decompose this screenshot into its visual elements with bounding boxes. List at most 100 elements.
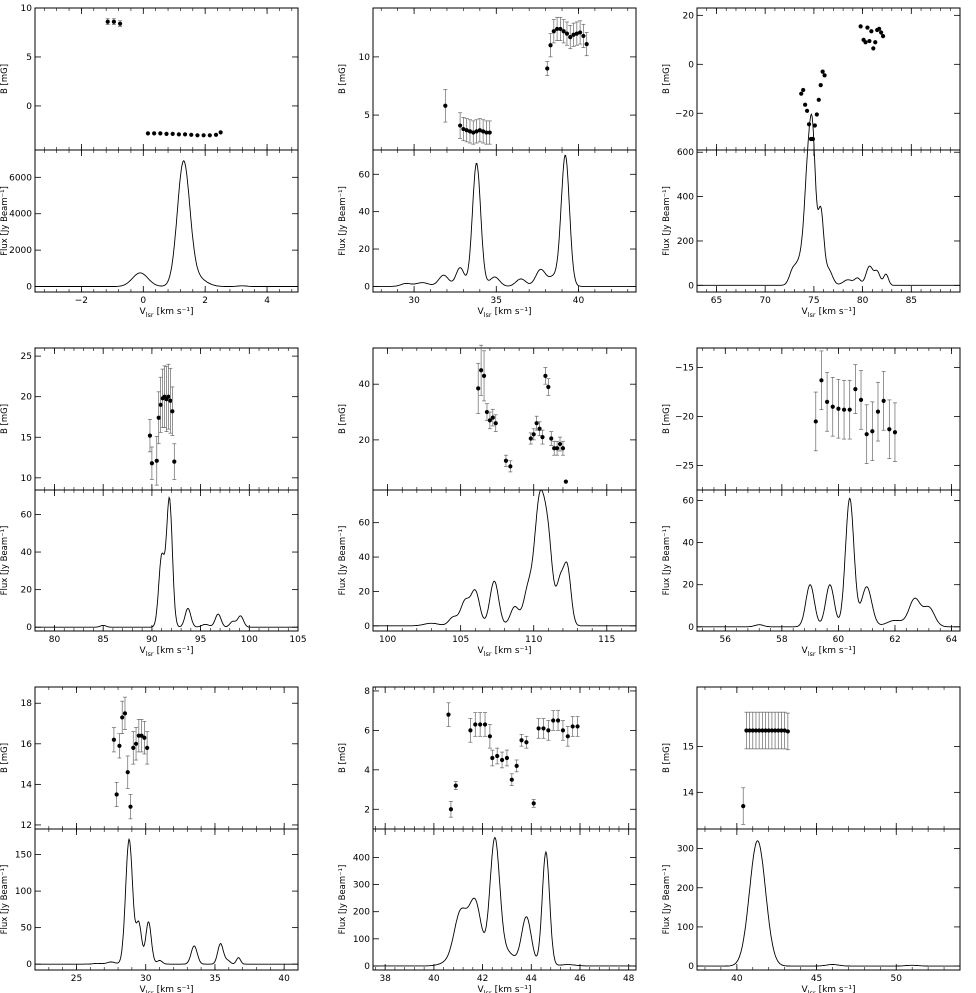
b-axis-label: B [mG]	[0, 404, 10, 434]
b-data-point	[799, 91, 804, 96]
x-tick-label: 4	[264, 296, 270, 306]
b-data-point	[218, 130, 223, 135]
b-axis-label: B [mG]	[338, 404, 348, 434]
b-y-tick-label: 20	[359, 436, 371, 446]
b-data-point	[841, 407, 847, 412]
b-data-point	[201, 133, 206, 138]
b-data-point	[453, 783, 458, 788]
flux-y-tick-label: 100	[677, 923, 694, 933]
b-data-point	[551, 29, 556, 34]
x-tick-label: 95	[195, 635, 206, 645]
b-data-point	[479, 368, 484, 373]
velocity-axis-label: Vlsr [km s⁻¹]	[478, 307, 532, 319]
x-tick-label: 58	[776, 635, 788, 645]
flux-panel-frame	[372, 828, 637, 971]
flux-y-tick-label: 0	[26, 283, 32, 293]
v-sub: lsr	[808, 650, 816, 658]
b-panel-frame	[696, 347, 961, 491]
flux-panel-frame	[696, 149, 961, 293]
v-unit: [km s⁻¹]	[157, 985, 194, 993]
b-data-point	[154, 458, 159, 463]
x-tick-label: 100	[241, 635, 258, 645]
b-data-point	[776, 728, 781, 733]
b-data-point	[490, 415, 495, 420]
velocity-axis-label: Vlsr [km s⁻¹]	[802, 985, 856, 993]
b-data-point	[467, 129, 473, 134]
b-data-point	[881, 398, 886, 403]
b-y-tick-label: 4	[364, 766, 370, 776]
b-panel-frame	[34, 7, 299, 151]
b-axis-label: B [mG]	[338, 64, 348, 94]
panel-3: 80 85 90 95 100 105 10 15 20 25 0 20 40 60 B [mG] Flux …	[0, 347, 307, 658]
b-data-point	[158, 131, 163, 136]
b-data-point	[149, 461, 154, 466]
b-data-point	[747, 728, 752, 733]
b-data-point	[487, 418, 492, 423]
b-data-point	[168, 398, 173, 403]
flux-panel-frame	[372, 149, 637, 293]
b-y-tick-label: 10	[359, 53, 371, 63]
b-data-point	[524, 740, 529, 745]
b-data-point	[571, 32, 576, 37]
b-data-point	[564, 31, 570, 36]
b-y-tick-label: −20	[675, 109, 694, 119]
b-data-point	[147, 433, 153, 438]
flux-axis-label: Flux [Jy Beam⁻¹]	[662, 186, 672, 256]
b-data-point	[853, 387, 858, 392]
b-y-tick-label: 20	[21, 393, 33, 403]
panel-8: 40 45 50 14 15 0 100 200 300 B [mG] Flux [Jy Beam⁻…	[662, 686, 961, 993]
flux-y-tick-label: 0	[364, 962, 370, 972]
velocity-axis-label: Vlsr [km s⁻¹]	[478, 646, 532, 658]
b-data-point	[195, 133, 200, 138]
b-y-tick-label: −20	[675, 413, 694, 423]
panel-4: 100 105 110 115 20 40 0 20 40 60 B [mG] Flux [Jy Be…	[338, 344, 637, 658]
b-data-point	[111, 19, 116, 24]
b-data-point	[114, 792, 119, 797]
b-data-point	[503, 458, 509, 463]
flux-spectrum-line	[35, 837, 298, 965]
b-panel-frame	[696, 686, 961, 830]
b-data-point	[531, 432, 536, 437]
b-y-tick-label: 20	[683, 11, 695, 21]
flux-y-tick-label: 0	[26, 960, 32, 970]
x-tick-label: 42	[477, 974, 488, 984]
b-data-point	[824, 399, 830, 404]
b-data-point	[555, 446, 560, 451]
b-data-point	[869, 29, 874, 34]
velocity-axis-label: Vlsr [km s⁻¹]	[140, 985, 194, 993]
b-data-point	[763, 728, 768, 733]
x-tick-label: 80	[49, 635, 61, 645]
flux-panel-frame	[696, 489, 961, 632]
b-data-point	[105, 19, 110, 24]
flux-y-tick-label: 40	[21, 548, 33, 558]
b-data-point	[578, 30, 583, 35]
v-unit: [km s⁻¹]	[495, 646, 532, 656]
b-axis-label: B [mG]	[338, 743, 348, 773]
v-main: V	[478, 985, 485, 993]
b-data-point	[541, 726, 546, 731]
b-data-point	[490, 755, 495, 761]
v-unit: [km s⁻¹]	[157, 646, 194, 656]
b-data-point	[877, 26, 882, 31]
b-data-point	[836, 406, 841, 411]
b-data-point	[551, 718, 556, 723]
v-main: V	[478, 307, 485, 317]
b-data-point	[880, 34, 886, 39]
b-data-point	[484, 409, 490, 415]
x-tick-label: 25	[71, 974, 82, 984]
b-data-point	[476, 386, 481, 391]
v-sub: lsr	[146, 989, 154, 993]
b-y-tick-label: 14	[683, 788, 695, 798]
b-data-point	[552, 446, 557, 451]
b-data-point	[769, 728, 775, 733]
b-data-point	[474, 129, 479, 134]
b-data-point	[867, 38, 872, 44]
b-panel-frame	[372, 347, 637, 491]
x-tick-label: 90	[146, 635, 158, 645]
x-tick-label: 35	[209, 974, 220, 984]
b-y-tick-label: 0	[26, 102, 32, 112]
x-tick-label: 64	[946, 635, 958, 645]
b-data-point	[813, 419, 818, 424]
b-data-point	[128, 804, 133, 809]
